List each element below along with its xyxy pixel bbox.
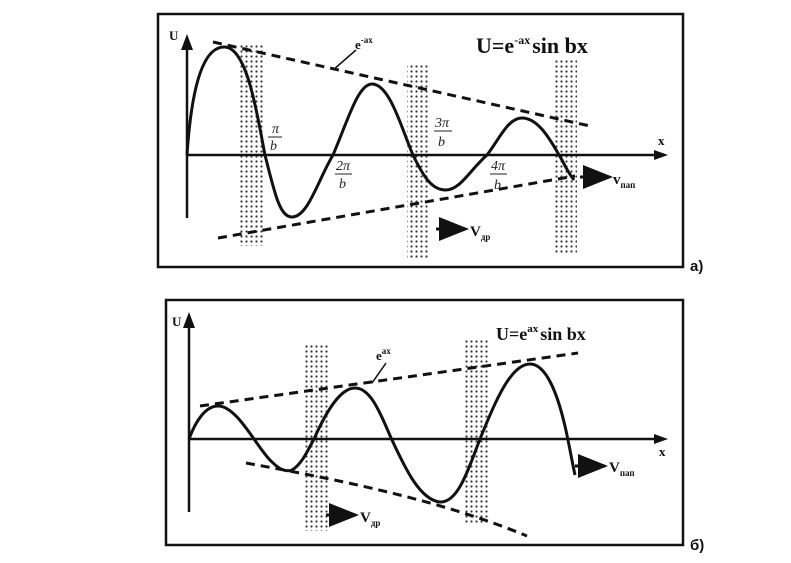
tick-3pi-over-b: 3π b: [434, 116, 452, 150]
svg-text:4π: 4π: [491, 159, 506, 174]
phase-velocity-label: vпап: [613, 172, 635, 190]
x-axis-arrow: [654, 150, 668, 160]
formula: U=eax sin bx: [496, 323, 586, 344]
upper-envelope: [212, 40, 591, 128]
panel-b-frame: [164, 298, 685, 547]
envelope-leader: [371, 362, 387, 384]
y-axis-label: U: [169, 28, 179, 43]
y-axis-arrow: [183, 312, 195, 328]
growing-wave: [187, 362, 577, 504]
x-axis-arrow: [654, 434, 668, 444]
envelope-label: eax: [376, 346, 391, 363]
envelope-leader: [332, 49, 357, 71]
group-velocity-label: Vдр: [470, 224, 490, 242]
upper-envelope: [199, 351, 579, 408]
damped-wave: [185, 45, 576, 219]
svg-text:b: b: [438, 135, 445, 150]
dotted-band: [240, 44, 264, 246]
tick-4pi-over-b: 4π b: [490, 159, 507, 193]
formula: U=e-axsin bx: [476, 33, 588, 58]
tick-2pi-over-b: 2π b: [335, 159, 352, 192]
dotted-band: [407, 64, 430, 260]
panel-a: U x U=e-axsin bx e-ax π b 2π b 3π b 4π b: [156, 12, 703, 275]
group-velocity-label: Vдр: [360, 510, 380, 528]
svg-text:b: b: [270, 139, 277, 154]
svg-text:b: b: [494, 178, 501, 193]
y-axis-arrow: [181, 34, 193, 50]
phase-velocity-label: Vпап: [609, 460, 635, 478]
panel-a-label: а): [690, 258, 703, 275]
panel-b: U x U=eax sin bx eax Vпап Vдр б): [164, 298, 704, 554]
dotted-band: [305, 343, 330, 531]
envelope-label: e-ax: [355, 35, 373, 52]
panel-b-label: б): [690, 537, 704, 554]
tick-pi-over-b: π b: [268, 122, 282, 154]
svg-text:3π: 3π: [434, 116, 450, 131]
x-axis-label: x: [658, 133, 665, 148]
svg-text:π: π: [272, 122, 280, 137]
lower-envelope: [217, 174, 576, 240]
y-axis-label: U: [172, 314, 182, 329]
svg-text:b: b: [339, 177, 346, 192]
x-axis-label: x: [659, 444, 666, 459]
svg-text:2π: 2π: [336, 159, 351, 174]
